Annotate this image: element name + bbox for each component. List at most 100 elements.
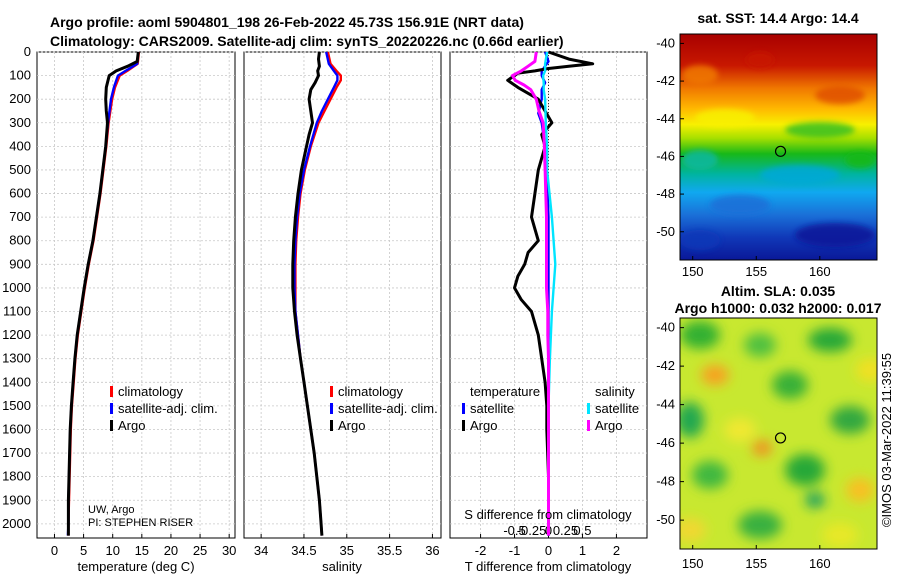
s-tick-label: 0.25	[553, 523, 578, 538]
salinity-legend: climatology satellite-adj. clim. Argo	[330, 384, 438, 433]
lon-tick-label: 150	[682, 264, 704, 279]
depth-tick-label: 400	[9, 138, 31, 153]
x-tick-label: 34.5	[291, 543, 316, 558]
x-tick-label: 5	[80, 543, 87, 558]
salinity-series	[291, 51, 342, 536]
lat-tick-label: -48	[656, 474, 675, 489]
depth-tick-label: 1900	[2, 492, 31, 507]
series-argo	[291, 51, 324, 536]
depth-tick-labels: 0 100 200 300 400 500 600 700 800 900 1000 1100 1200…	[2, 44, 31, 531]
depth-tick-label: 300	[9, 115, 31, 130]
lat-tick-label: -46	[656, 148, 675, 163]
legend-swatch-s-satellite	[587, 403, 590, 414]
depth-tick-label: 100	[9, 68, 31, 83]
legend-swatch-satellite-adj	[110, 403, 113, 414]
x-tick-label: -1	[509, 543, 521, 558]
x-tick-label: 36	[425, 543, 439, 558]
depth-tick-label: 600	[9, 186, 31, 201]
sla-map-ticks: 150 155 160 -40 -42 -44 -46 -48 -50	[656, 320, 830, 571]
x-tick-label: 1	[579, 543, 586, 558]
argo-position-marker	[774, 432, 787, 444]
x-tick-label: 35	[340, 543, 354, 558]
legend-title-temperature: temperature	[470, 384, 540, 399]
depth-tick-label: 2000	[2, 516, 31, 531]
legend-swatch-s-argo	[587, 420, 590, 431]
salinity-grid	[244, 51, 441, 538]
legend-swatch-satellite-adj	[330, 403, 333, 414]
legend-swatch-argo	[330, 420, 333, 431]
lat-tick-label: -44	[656, 111, 675, 126]
temperature-series	[66, 51, 141, 536]
argo-position-marker	[774, 145, 787, 157]
legend-swatch-t-argo	[462, 420, 465, 431]
sla-map-title-line2: Argo h1000: 0.032 h2000: 0.017	[674, 300, 881, 316]
sla-map-frame	[679, 317, 878, 550]
legend-label-argo: Argo	[118, 418, 145, 433]
depth-tick-label: 1400	[2, 374, 31, 389]
difference-tick-labels: -2 -1 0 1 2-0.5-0.250 0.250.5	[475, 523, 620, 558]
depth-tick-label: 900	[9, 256, 31, 271]
legend-label-satellite-adj: satellite-adj. clim.	[338, 401, 438, 416]
temperature-axis-label: temperature (deg C)	[77, 559, 194, 574]
series-temperature-argo	[506, 50, 595, 536]
x-tick-label: 20	[164, 543, 178, 558]
depth-tick-label: 1100	[3, 304, 31, 319]
series-argo	[66, 51, 140, 536]
x-tick-label: 35.5	[377, 543, 402, 558]
credit-line2: PI: STEPHEN RISER	[88, 517, 193, 529]
figure-title-line2: Climatology: CARS2009. Satellite-adj cli…	[50, 33, 564, 49]
temperature-panel: 0100200300400500600700800900100011001200…	[2, 44, 236, 574]
x-tick-label: 25	[193, 543, 207, 558]
x-tick-label: 0	[545, 543, 552, 558]
x-tick-label: -2	[475, 543, 487, 558]
depth-tick-label: 0	[24, 44, 31, 59]
sst-texture	[680, 52, 875, 250]
imos-timestamp: ©IMOS 03-Mar-2022 11:39:55	[879, 353, 894, 527]
sst-map-frame	[679, 33, 878, 261]
difference-legend: temperature salinity satellite Argo sate…	[462, 384, 639, 433]
legend-label-s-satellite: satellite	[595, 401, 639, 416]
depth-tick-label: 1000	[2, 280, 31, 295]
legend-label-argo: Argo	[338, 418, 365, 433]
salinity-axis-label: salinity	[322, 559, 362, 574]
sst-map: sat. SST: 14.4 Argo: 14.4 150 155 160 -40 -4…	[656, 10, 878, 279]
legend-swatch-climatology	[330, 386, 333, 397]
temperature-panel-frame	[36, 51, 236, 539]
salinity-panel-frame	[243, 51, 442, 539]
lat-tick-label: -44	[656, 397, 675, 412]
lon-tick-label: 160	[809, 556, 831, 571]
depth-tick-label: 1200	[2, 327, 31, 342]
legend-title-salinity: salinity	[595, 384, 635, 399]
depth-tick-label: 1600	[2, 421, 31, 436]
legend-label-satellite-adj: satellite-adj. clim.	[118, 401, 218, 416]
legend-label-s-argo: Argo	[595, 418, 622, 433]
depth-tick-label: 1700	[2, 445, 31, 460]
credit-line1: UW, Argo	[88, 504, 134, 516]
legend-swatch-climatology	[110, 386, 113, 397]
legend-label-climatology: climatology	[338, 384, 404, 399]
sst-map-ticks: 150 155 160 -40 -42 -44 -46 -48 -50	[656, 35, 830, 279]
lon-tick-label: 150	[682, 556, 704, 571]
temperature-legend: climatology satellite-adj. clim. Argo	[110, 384, 218, 433]
x-tick-label: 34	[254, 543, 268, 558]
lat-tick-label: -50	[656, 512, 675, 527]
lat-tick-label: -46	[656, 435, 675, 450]
s-tick-label: -0.5	[503, 523, 525, 538]
salinity-panel: 34 34.5 35 35.5 36 salinity climatology sate…	[243, 51, 442, 574]
lat-tick-label: -40	[656, 320, 675, 335]
legend-label-climatology: climatology	[118, 384, 184, 399]
s-difference-axis-label: S difference from climatology	[464, 507, 632, 522]
t-difference-axis-label: T difference from climatology	[465, 559, 632, 574]
series-salinity-argo	[511, 51, 550, 536]
depth-tick-label: 1800	[2, 469, 31, 484]
legend-label-t-argo: Argo	[470, 418, 497, 433]
lat-tick-label: -48	[656, 186, 675, 201]
lat-tick-label: -40	[656, 35, 675, 50]
sla-map-title-line1: Altim. SLA: 0.035	[721, 283, 836, 299]
x-tick-label: 0	[51, 543, 58, 558]
x-tick-label: 30	[222, 543, 236, 558]
sla-map: Altim. SLA: 0.035 Argo h1000: 0.032 h200…	[656, 283, 882, 571]
sst-map-title: sat. SST: 14.4 Argo: 14.4	[697, 10, 859, 26]
lat-tick-label: -42	[656, 358, 675, 373]
salinity-tick-labels: 34 34.5 35 35.5 36	[254, 534, 440, 558]
